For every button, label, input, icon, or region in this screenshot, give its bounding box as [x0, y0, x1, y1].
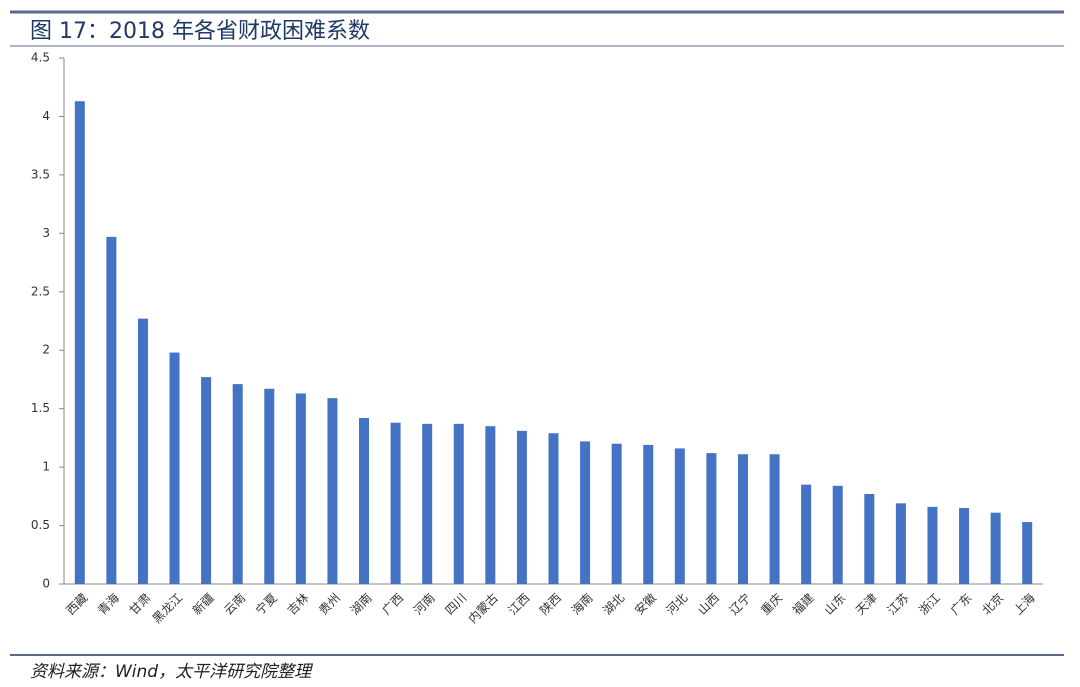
- x-tick-label: 宁夏: [252, 590, 280, 618]
- x-tick-label: 湖北: [600, 590, 628, 618]
- x-tick-label: 江苏: [885, 591, 912, 618]
- bar: [390, 422, 401, 584]
- bar: [74, 101, 85, 584]
- x-tick-label: 海南: [568, 590, 596, 618]
- bar: [106, 236, 117, 584]
- bar: [990, 512, 1001, 584]
- y-tick-label: 2.5: [31, 284, 50, 298]
- x-tick-label: 安徽: [631, 590, 659, 618]
- y-tick-label: 0.5: [31, 518, 50, 532]
- x-tick-label: 河南: [410, 590, 438, 618]
- bar: [706, 453, 717, 584]
- bar: [580, 441, 591, 584]
- x-tick-label: 青海: [94, 590, 122, 618]
- y-tick-label: 3: [42, 226, 50, 240]
- x-tick-label: 新疆: [189, 590, 217, 618]
- bar: [137, 318, 148, 584]
- bar: [895, 503, 906, 584]
- bar: [169, 352, 180, 584]
- bar: [232, 384, 243, 584]
- y-tick-label: 3.5: [31, 167, 50, 181]
- x-tick-label: 河北: [664, 591, 691, 618]
- source-note: 资料来源：Wind，太平洋研究院整理: [30, 662, 313, 682]
- x-tick-label: 四川: [442, 591, 469, 618]
- bar: [611, 443, 622, 584]
- bar: [769, 454, 780, 584]
- x-tick-label: 山东: [821, 591, 848, 618]
- x-tick-label: 辽宁: [726, 590, 754, 618]
- bar: [453, 423, 464, 584]
- bar: [359, 418, 370, 584]
- x-tick-label: 广西: [379, 591, 406, 618]
- bar: [516, 430, 527, 584]
- bar: [201, 377, 212, 584]
- y-tick-label: 0: [42, 577, 50, 591]
- bar: [422, 423, 433, 584]
- x-tick-label: 云南: [221, 590, 249, 618]
- bar: [264, 388, 275, 584]
- x-tick-label: 广东: [948, 591, 975, 618]
- x-tick-label: 江西: [506, 591, 533, 618]
- y-tick-label: 1: [42, 460, 50, 474]
- x-tick-label: 北京: [979, 591, 1006, 618]
- bar: [485, 426, 496, 584]
- bar: [327, 398, 338, 584]
- bar: [674, 448, 685, 584]
- bar: [927, 506, 938, 584]
- chart-title: 图 17：2018 年各省财政困难系数: [30, 19, 370, 44]
- x-tick-label: 重庆: [758, 591, 785, 618]
- x-tick-label: 山西: [695, 591, 722, 618]
- bar: [832, 485, 843, 584]
- y-tick-label: 1.5: [31, 401, 50, 415]
- bar: [1022, 522, 1033, 584]
- bar: [548, 433, 559, 584]
- x-tick-label: 甘肃: [127, 591, 154, 618]
- x-tick-label: 吉林: [285, 591, 312, 618]
- x-tick-label: 贵州: [316, 591, 343, 618]
- x-tick-label: 天津: [853, 591, 880, 618]
- x-tick-label: 浙江: [916, 591, 943, 618]
- x-tick-label: 陕西: [537, 590, 565, 618]
- x-tick-label: 黑龙江: [150, 591, 185, 626]
- bar: [801, 484, 812, 584]
- x-tick-label: 湖南: [347, 590, 375, 618]
- bar: [643, 444, 654, 584]
- y-tick-label: 2: [42, 343, 50, 357]
- x-tick-label: 福建: [789, 590, 817, 618]
- bar: [959, 508, 970, 584]
- bar: [737, 454, 748, 584]
- bar: [295, 393, 306, 584]
- x-tick-label: 内蒙古: [465, 590, 501, 626]
- x-tick-label: 上海: [1010, 590, 1038, 618]
- y-tick-label: 4: [42, 109, 50, 123]
- bar: [864, 493, 875, 584]
- y-tick-label: 4.5: [31, 51, 50, 65]
- x-tick-label: 西藏: [64, 591, 91, 618]
